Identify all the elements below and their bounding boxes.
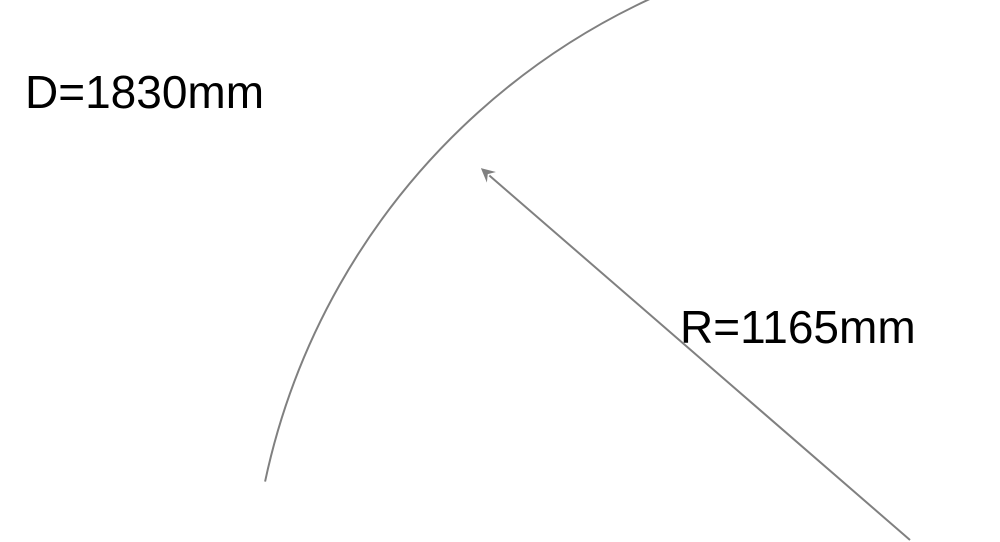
arc-curve	[265, 0, 868, 482]
radius-label: R=1165mm	[680, 300, 916, 354]
radius-arrow	[489, 176, 910, 540]
diameter-label: D=1830mm	[25, 65, 264, 119]
